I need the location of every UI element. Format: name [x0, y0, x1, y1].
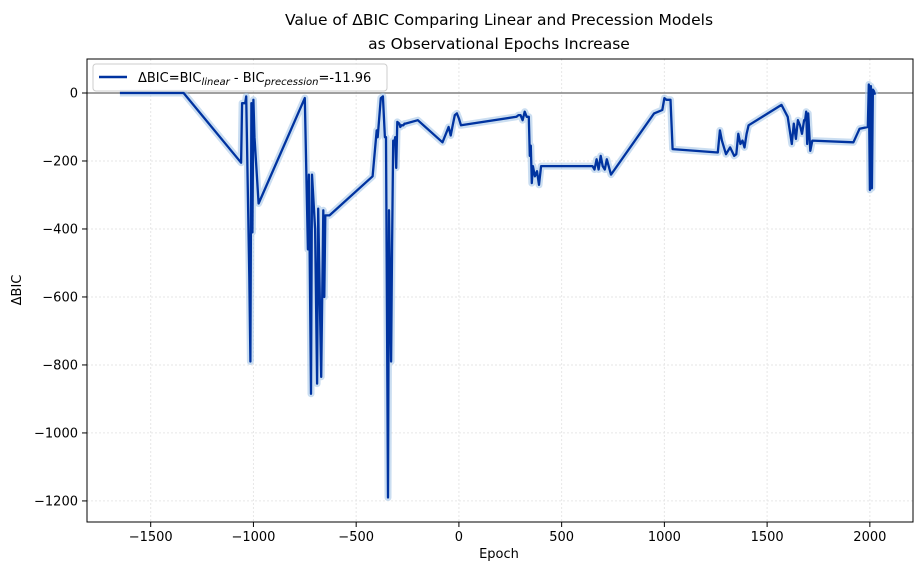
x-tick-label: 0 — [455, 530, 463, 545]
y-axis-label: ΔBIC — [10, 275, 25, 306]
legend-sub-linear: linear — [201, 77, 230, 88]
x-tick-label: 1000 — [648, 530, 681, 545]
legend-suffix: =-11.96 — [318, 71, 371, 86]
legend: ΔBIC=BIClinear - BICprecession=-11.96 — [92, 63, 388, 92]
x-tick-label: 500 — [549, 530, 574, 545]
y-tick-label: −1000 — [34, 426, 78, 441]
chart-subtitle: as Observational Epochs Increase — [368, 35, 630, 53]
legend-box — [92, 63, 388, 92]
x-tick-label: −500 — [338, 530, 374, 545]
x-tick-label: 1500 — [751, 530, 784, 545]
y-tick-label: −1200 — [34, 494, 78, 509]
legend-label: ΔBIC=BIClinear - BICprecession=-11.96 — [138, 71, 371, 88]
legend-sub-precession: precession — [264, 77, 319, 88]
legend-prefix: ΔBIC=BIC — [138, 71, 201, 86]
series-line — [119, 83, 877, 499]
chart-title: Value of ΔBIC Comparing Linear and Prece… — [285, 11, 713, 29]
series-uncertainty-band — [119, 81, 879, 501]
x-tick-label: −1000 — [231, 530, 275, 545]
x-axis-ticks: −1500 −1000 −500 0 500 1000 1500 2000 — [129, 522, 886, 545]
x-tick-label: 2000 — [853, 530, 886, 545]
y-axis-ticks: 0 −200 −400 −600 −800 −1000 −1200 — [34, 86, 87, 509]
y-tick-label: −600 — [42, 290, 78, 305]
y-tick-label: −800 — [42, 358, 78, 373]
y-tick-label: 0 — [70, 86, 78, 101]
x-tick-label: −1500 — [129, 530, 173, 545]
x-axis-label: Epoch — [479, 547, 519, 562]
legend-mid: - BIC — [230, 71, 265, 86]
y-tick-label: −400 — [42, 222, 78, 237]
plot-frame — [86, 58, 914, 523]
y-tick-label: −200 — [42, 154, 78, 169]
series-layer — [119, 81, 879, 501]
